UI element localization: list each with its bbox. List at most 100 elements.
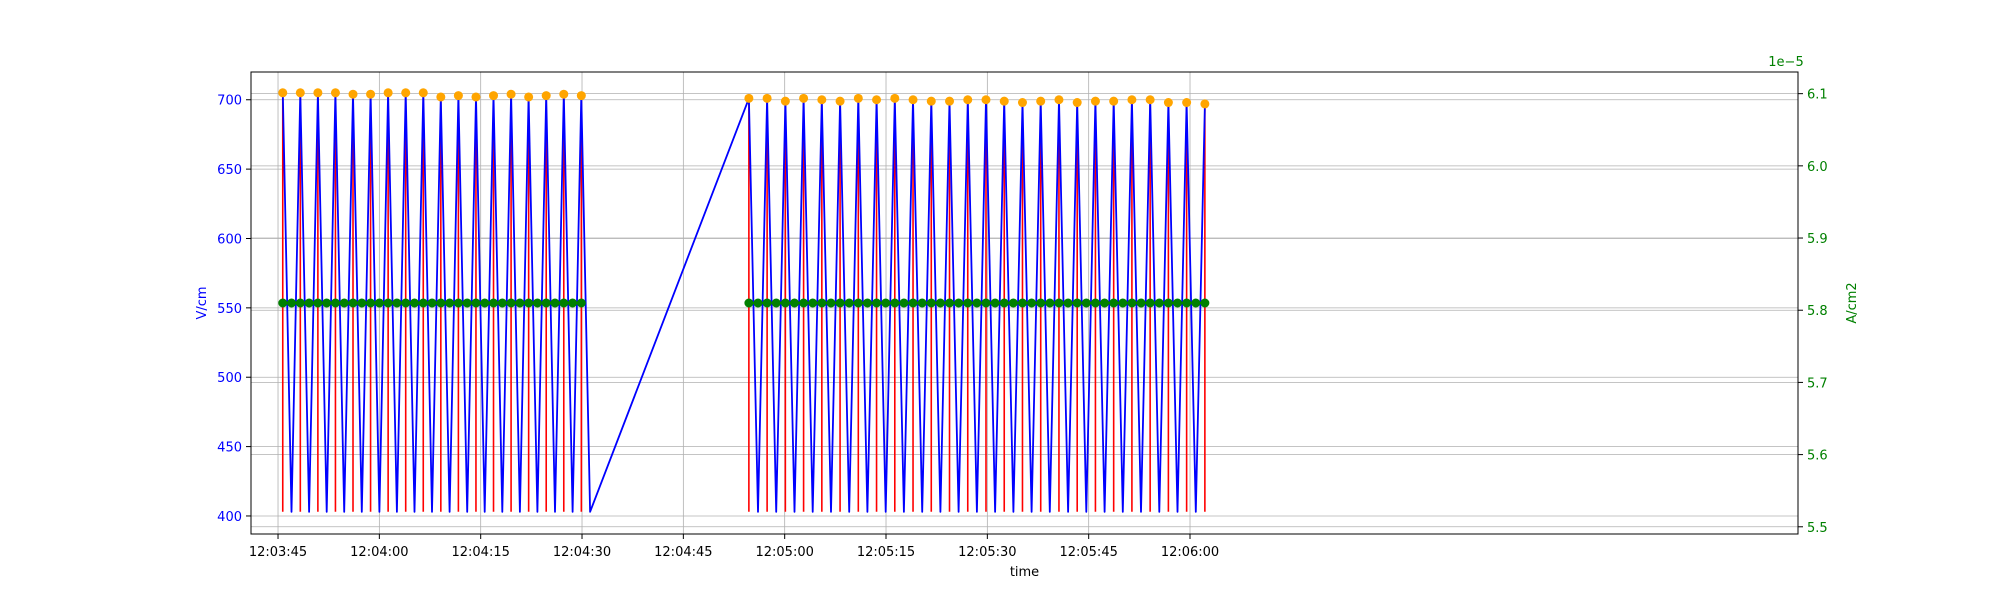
current-density-point [844, 298, 854, 308]
current-density-point [559, 298, 569, 308]
current-density-point [1100, 298, 1110, 308]
peak-marker [1054, 95, 1064, 105]
current-density-point [881, 298, 891, 308]
current-density-point [1136, 298, 1146, 308]
current-density-point [780, 298, 790, 308]
current-density-point [1045, 298, 1055, 308]
peak-marker [348, 89, 358, 99]
y-right-tick-label: 5.6 [1807, 449, 1828, 464]
peak-marker [835, 96, 845, 106]
current-density-point [753, 298, 763, 308]
current-density-point [1027, 298, 1037, 308]
current-density-point [366, 298, 376, 308]
current-density-point [453, 298, 463, 308]
current-density-point [908, 298, 918, 308]
peak-marker [383, 88, 393, 98]
current-density-point [445, 298, 455, 308]
current-density-point [427, 298, 437, 308]
current-density-point [899, 298, 909, 308]
peak-marker [453, 91, 463, 101]
current-density-point [1109, 298, 1119, 308]
y-right-tick-label: 6.0 [1807, 160, 1828, 175]
current-density-point [762, 298, 772, 308]
peak-marker [541, 91, 551, 101]
current-density-point [471, 298, 481, 308]
peak-marker [744, 93, 754, 103]
current-density-point [835, 298, 845, 308]
current-density-point [1182, 298, 1192, 308]
current-density-point [954, 298, 964, 308]
current-density-point [1017, 298, 1027, 308]
current-density-point [550, 298, 560, 308]
current-density-point [1191, 298, 1201, 308]
peak-marker [295, 88, 305, 98]
current-density-point [576, 298, 586, 308]
current-density-point [506, 298, 516, 308]
y-axis-right-label: A/cm2 [1845, 282, 1860, 323]
current-density-point [771, 298, 781, 308]
current-density-point [278, 298, 288, 308]
peak-marker [313, 88, 323, 98]
current-density-point [409, 298, 419, 308]
current-density-point [917, 298, 927, 308]
peak-marker [963, 95, 973, 105]
current-density-point [322, 298, 332, 308]
peak-marker [926, 96, 936, 106]
peak-marker [366, 89, 376, 99]
x-tick-label: 12:04:15 [451, 545, 509, 560]
current-density-point [287, 298, 297, 308]
current-density-point [1063, 298, 1073, 308]
peak-marker [817, 95, 827, 105]
current-density-point [1173, 298, 1183, 308]
x-tick-label: 12:05:30 [958, 545, 1016, 560]
current-density-point [972, 298, 982, 308]
current-density-point [330, 298, 340, 308]
peak-marker [1090, 96, 1100, 106]
current-density-point [1008, 298, 1018, 308]
current-density-point [1036, 298, 1046, 308]
current-density-point [990, 298, 1000, 308]
peak-marker [780, 96, 790, 106]
peak-marker [418, 88, 428, 98]
current-density-point [799, 298, 809, 308]
current-density-point [524, 298, 534, 308]
plot-series [278, 88, 1210, 513]
y-right-tick-label: 5.9 [1807, 232, 1828, 247]
y-right-tick-label: 5.8 [1807, 304, 1828, 319]
current-density-point [515, 298, 525, 308]
peak-marker [1109, 96, 1119, 106]
x-tick-label: 12:06:00 [1161, 545, 1219, 560]
y-left-tick-label: 400 [217, 510, 242, 525]
peak-marker [762, 93, 772, 103]
peak-marker [506, 89, 516, 99]
y-axis-left-label: V/cm [195, 286, 210, 319]
current-density-point [462, 298, 472, 308]
current-density-point [1090, 298, 1100, 308]
current-density-point [480, 298, 490, 308]
current-density-point [401, 298, 411, 308]
peak-marker [330, 88, 340, 98]
y-right-tick-label: 5.7 [1807, 376, 1828, 391]
x-tick-label: 12:03:45 [249, 545, 307, 560]
current-density-point [383, 298, 393, 308]
y-left-tick-label: 700 [217, 94, 242, 109]
peak-marker [1017, 98, 1027, 108]
current-density-point [357, 298, 367, 308]
peak-marker [799, 93, 809, 103]
current-density-point [890, 298, 900, 308]
axes: 12:03:45 12:04:00 12:04:15 12:04:30 12:04:45… [217, 88, 1828, 560]
peak-marker [1182, 98, 1192, 108]
peak-marker [1145, 95, 1155, 105]
current-density-point [489, 298, 499, 308]
peak-marker [524, 92, 534, 102]
peak-marker [436, 92, 446, 102]
y-right-tick-label: 5.5 [1807, 521, 1828, 536]
current-density-point [348, 298, 358, 308]
x-axis-label: time [1010, 565, 1039, 580]
peak-marker [278, 88, 288, 98]
current-density-point [339, 298, 349, 308]
current-density-point [826, 298, 836, 308]
current-density-point [497, 298, 507, 308]
peak-marker [908, 95, 918, 105]
x-tick-label: 12:05:15 [857, 545, 915, 560]
